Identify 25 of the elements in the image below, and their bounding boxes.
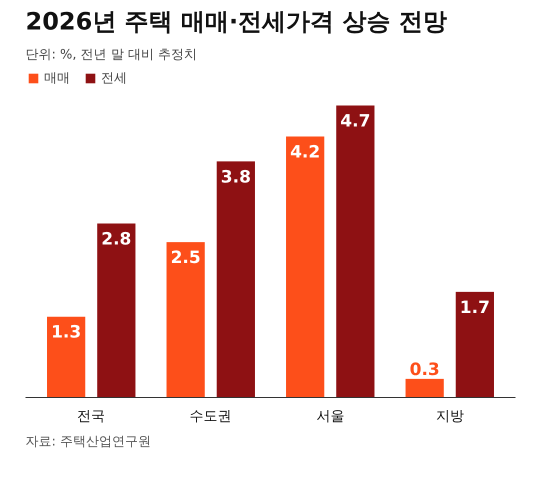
- bar: [166, 242, 205, 398]
- legend-label: 전세: [101, 70, 127, 87]
- x-tick-label: 수도권: [190, 408, 232, 424]
- data-label: 2.8: [101, 230, 132, 250]
- bar: [406, 378, 444, 398]
- data-label: 3.8: [220, 167, 251, 188]
- bar: [97, 224, 136, 398]
- data-label: 4.2: [290, 142, 320, 163]
- x-tick-label: 서울: [316, 408, 344, 424]
- bar: [286, 136, 324, 398]
- data-label: 1.7: [460, 298, 490, 318]
- data-label: 2.5: [170, 248, 201, 268]
- bar: [336, 105, 374, 398]
- bar: [47, 316, 86, 398]
- text: 자료: 주택산업연구원: [26, 434, 152, 450]
- x-tick-label: 전국: [77, 408, 106, 424]
- x-tick-label: 지방: [436, 408, 464, 424]
- chart-title: 2026년 주택 매매·전세가격 상승 전망: [26, 8, 447, 36]
- data-label: 1.3: [51, 322, 82, 343]
- data-label: 4.7: [340, 111, 370, 132]
- chart-subtitle: 단위: %, 전년 말 대비 추정치: [26, 48, 198, 62]
- data-label: 0.3: [410, 360, 440, 380]
- legend-label: 매매: [44, 70, 70, 87]
- bar: [456, 292, 494, 398]
- bar: [216, 161, 255, 398]
